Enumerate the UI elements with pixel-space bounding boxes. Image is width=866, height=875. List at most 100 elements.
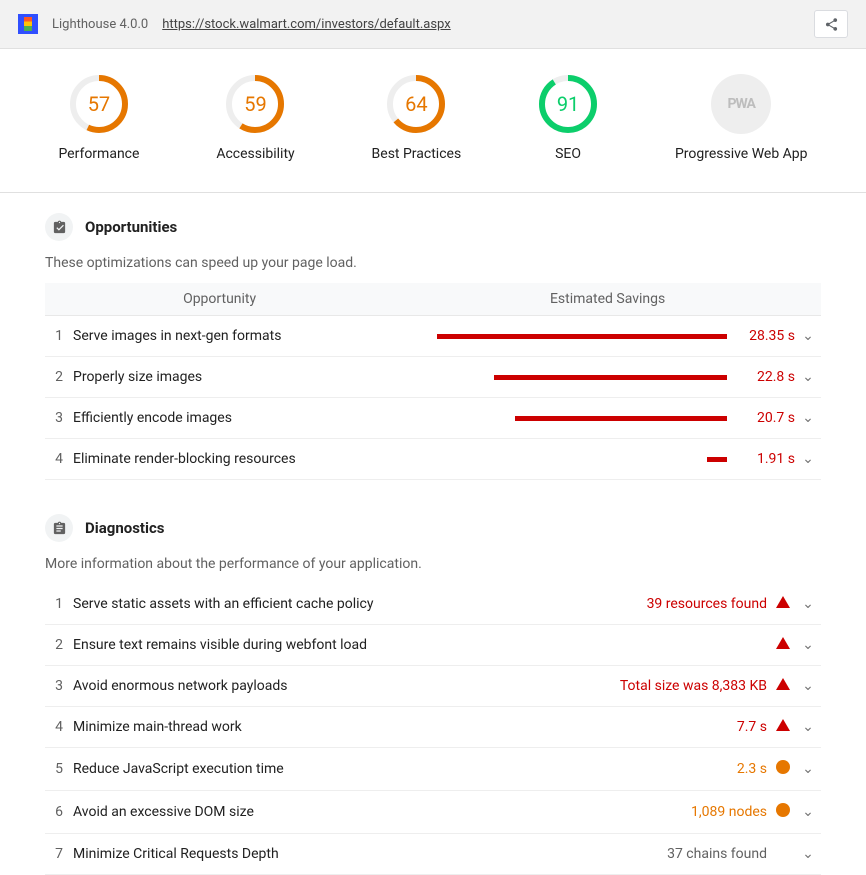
diagnostic-row[interactable]: 5 Reduce JavaScript execution time 2.3 s… bbox=[45, 748, 821, 791]
row-number: 2 bbox=[45, 369, 73, 385]
share-button[interactable] bbox=[814, 10, 848, 38]
chevron-down-icon[interactable]: ⌄ bbox=[795, 846, 821, 862]
severity-icon-wrap bbox=[771, 803, 795, 821]
chevron-down-icon[interactable]: ⌄ bbox=[795, 596, 821, 612]
chevron-down-icon[interactable]: ⌄ bbox=[795, 328, 821, 344]
chevron-down-icon[interactable]: ⌄ bbox=[795, 761, 821, 777]
share-icon bbox=[824, 17, 839, 32]
opportunities-icon bbox=[45, 213, 73, 241]
row-number: 1 bbox=[45, 328, 73, 344]
opportunity-row[interactable]: 4 Eliminate render-blocking resources 1.… bbox=[45, 439, 821, 480]
row-number: 7 bbox=[45, 846, 73, 862]
gauge-label: Accessibility bbox=[216, 146, 294, 162]
diagnostic-row[interactable]: 4 Minimize main-thread work 7.7 s ⌄ bbox=[45, 707, 821, 748]
diagnostic-row[interactable]: 3 Avoid enormous network payloads Total … bbox=[45, 666, 821, 707]
savings-bar-wrap bbox=[368, 334, 733, 339]
diagnostic-label: Minimize main-thread work bbox=[73, 719, 737, 735]
opportunity-column-header: Opportunity bbox=[45, 291, 394, 307]
gauge-label: Performance bbox=[58, 146, 139, 162]
gauge-circle: 64 bbox=[386, 74, 446, 134]
diagnostic-row[interactable]: 6 Avoid an excessive DOM size 1,089 node… bbox=[45, 791, 821, 834]
gauge-circle: 91 bbox=[538, 74, 598, 134]
pwa-badge: PWA bbox=[711, 74, 771, 134]
warning-triangle-icon bbox=[776, 678, 790, 690]
warning-triangle-icon bbox=[776, 719, 790, 731]
gauge-score: 91 bbox=[557, 92, 579, 116]
savings-bar bbox=[707, 457, 727, 462]
report-header: Lighthouse 4.0.0 https://stock.walmart.c… bbox=[0, 0, 866, 49]
gauge-label: SEO bbox=[555, 146, 581, 162]
row-number: 4 bbox=[45, 451, 73, 467]
audited-url[interactable]: https://stock.walmart.com/investors/defa… bbox=[162, 17, 451, 32]
gauge-performance[interactable]: 57 Performance bbox=[58, 74, 139, 162]
row-number: 4 bbox=[45, 719, 73, 735]
warning-triangle-icon bbox=[776, 596, 790, 608]
diagnostics-title: Diagnostics bbox=[85, 519, 164, 537]
diagnostic-label: Avoid enormous network payloads bbox=[73, 678, 620, 694]
diagnostic-value: 39 resources found bbox=[647, 596, 771, 612]
diagnostic-label: Avoid an excessive DOM size bbox=[73, 804, 691, 820]
diagnostic-value: 1,089 nodes bbox=[691, 804, 771, 820]
savings-bar-wrap bbox=[368, 416, 733, 421]
diagnostic-row[interactable]: 7 Minimize Critical Requests Depth 37 ch… bbox=[45, 834, 821, 875]
warning-triangle-icon bbox=[776, 637, 790, 649]
chevron-down-icon[interactable]: ⌄ bbox=[795, 804, 821, 820]
diagnostics-icon bbox=[45, 514, 73, 542]
gauge-circle: 57 bbox=[69, 74, 129, 134]
chevron-down-icon[interactable]: ⌄ bbox=[795, 369, 821, 385]
chevron-down-icon[interactable]: ⌄ bbox=[795, 637, 821, 653]
opportunity-label: Serve images in next-gen formats bbox=[73, 328, 368, 344]
opportunity-label: Eliminate render-blocking resources bbox=[73, 451, 368, 467]
diagnostic-value: 37 chains found bbox=[667, 846, 771, 862]
gauge-score: 64 bbox=[405, 92, 427, 116]
opportunity-label: Properly size images bbox=[73, 369, 368, 385]
chevron-down-icon[interactable]: ⌄ bbox=[795, 410, 821, 426]
savings-bar bbox=[437, 334, 727, 339]
chevron-down-icon[interactable]: ⌄ bbox=[795, 678, 821, 694]
opportunity-row[interactable]: 2 Properly size images 22.8 s ⌄ bbox=[45, 357, 821, 398]
diagnostic-value: Total size was 8,383 KB bbox=[620, 678, 771, 694]
gauge-best-practices[interactable]: 64 Best Practices bbox=[372, 74, 462, 162]
savings-bar bbox=[515, 416, 727, 421]
severity-icon-wrap bbox=[771, 760, 795, 778]
opportunities-title: Opportunities bbox=[85, 218, 177, 236]
row-number: 5 bbox=[45, 761, 73, 777]
score-gauges: 57 Performance 59 Accessibility 64 Best … bbox=[0, 49, 866, 193]
row-number: 3 bbox=[45, 678, 73, 694]
diagnostic-row[interactable]: 2 Ensure text remains visible during web… bbox=[45, 625, 821, 666]
diagnostic-value: 7.7 s bbox=[737, 719, 771, 735]
diagnostic-label: Ensure text remains visible during webfo… bbox=[73, 637, 767, 653]
gauge-seo[interactable]: 91 SEO bbox=[538, 74, 598, 162]
diagnostic-label: Minimize Critical Requests Depth bbox=[73, 846, 667, 862]
chevron-down-icon[interactable]: ⌄ bbox=[795, 451, 821, 467]
savings-value: 22.8 s bbox=[733, 369, 795, 385]
gauge-score: 57 bbox=[88, 92, 110, 116]
gauge-progressive-web-app[interactable]: PWA Progressive Web App bbox=[675, 74, 808, 162]
severity-icon-wrap bbox=[771, 719, 795, 735]
savings-bar bbox=[494, 375, 727, 380]
savings-bar-wrap bbox=[368, 457, 733, 462]
warning-circle-icon bbox=[776, 803, 790, 817]
gauge-circle: 59 bbox=[225, 74, 285, 134]
row-number: 1 bbox=[45, 596, 73, 612]
savings-bar-wrap bbox=[368, 375, 733, 380]
row-number: 6 bbox=[45, 804, 73, 820]
savings-column-header: Estimated Savings bbox=[394, 291, 821, 307]
opportunities-table-head: Opportunity Estimated Savings bbox=[45, 283, 821, 316]
row-number: 2 bbox=[45, 637, 73, 653]
savings-value: 28.35 s bbox=[733, 328, 795, 344]
opportunities-desc: These optimizations can speed up your pa… bbox=[45, 255, 821, 271]
row-number: 3 bbox=[45, 410, 73, 426]
gauge-label: Best Practices bbox=[372, 146, 462, 162]
diagnostic-row[interactable]: 1 Serve static assets with an efficient … bbox=[45, 584, 821, 625]
severity-icon-wrap bbox=[771, 637, 795, 653]
warning-circle-icon bbox=[776, 760, 790, 774]
opportunity-row[interactable]: 1 Serve images in next-gen formats 28.35… bbox=[45, 316, 821, 357]
opportunity-row[interactable]: 3 Efficiently encode images 20.7 s ⌄ bbox=[45, 398, 821, 439]
chevron-down-icon[interactable]: ⌄ bbox=[795, 719, 821, 735]
severity-icon-wrap bbox=[771, 678, 795, 694]
gauge-accessibility[interactable]: 59 Accessibility bbox=[216, 74, 294, 162]
gauge-label: Progressive Web App bbox=[675, 146, 808, 162]
opportunity-label: Efficiently encode images bbox=[73, 410, 368, 426]
diagnostic-label: Reduce JavaScript execution time bbox=[73, 761, 737, 777]
